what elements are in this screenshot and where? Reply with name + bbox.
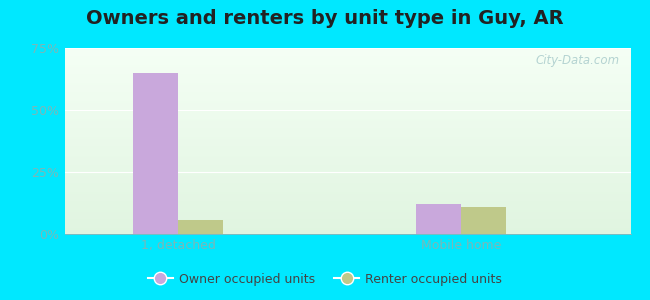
Text: City-Data.com: City-Data.com [535, 54, 619, 67]
Bar [461, 207, 506, 234]
Text: Owners and renters by unit type in Guy, AR: Owners and renters by unit type in Guy, … [86, 9, 564, 28]
Bar [415, 204, 461, 234]
Bar [178, 220, 224, 234]
Legend: Owner occupied units, Renter occupied units: Owner occupied units, Renter occupied un… [143, 268, 507, 291]
Bar [133, 73, 178, 234]
